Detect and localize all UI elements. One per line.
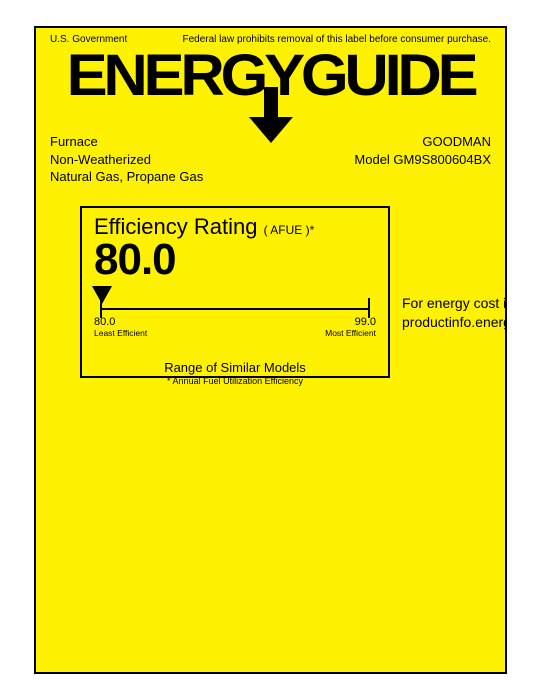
afue-footnote: * Annual Fuel Utilization Efficiency [94, 376, 376, 386]
product-weatherization: Non-Weatherized [50, 151, 203, 169]
model-number: Model GM9S800604BX [354, 151, 491, 169]
rating-value: 80.0 [94, 238, 376, 282]
scale-line [100, 308, 370, 310]
energy-guide-label: U.S. Government Federal law prohibits re… [34, 26, 507, 674]
scale-min: 80.0 Least Efficient [94, 316, 147, 338]
afue-label: ( AFUE )* [264, 223, 315, 237]
product-meta-left: Furnace Non-Weatherized Natural Gas, Pro… [50, 133, 203, 186]
cost-info: For energy cost info, vis productinfo.en… [402, 294, 507, 332]
product-fuel: Natural Gas, Propane Gas [50, 168, 203, 186]
scale-pointer-icon [92, 286, 112, 304]
scale-min-sub: Least Efficient [94, 328, 147, 338]
product-type: Furnace [50, 133, 203, 151]
down-arrow-icon [241, 87, 301, 147]
efficiency-scale: 80.0 Least Efficient 99.0 Most Efficient [94, 286, 376, 334]
cost-info-line2: productinfo.energy.gov [402, 313, 507, 332]
scale-max-sub: Most Efficient [325, 328, 376, 338]
scale-max-value: 99.0 [355, 316, 376, 328]
scale-max: 99.0 Most Efficient [325, 316, 376, 338]
efficiency-rating-box: Efficiency Rating ( AFUE )* 80.0 80.0 Le… [80, 206, 390, 378]
logo-region: ENERGYGUIDE [36, 47, 505, 111]
range-text: Range of Similar Models [94, 360, 376, 375]
scale-labels: 80.0 Least Efficient 99.0 Most Efficient [94, 316, 376, 338]
manufacturer: GOODMAN [354, 133, 491, 151]
product-meta-right: GOODMAN Model GM9S800604BX [354, 133, 491, 186]
cost-info-line1: For energy cost info, vis [402, 294, 507, 313]
scale-tick-right [368, 298, 370, 318]
scale-min-value: 80.0 [94, 316, 115, 328]
